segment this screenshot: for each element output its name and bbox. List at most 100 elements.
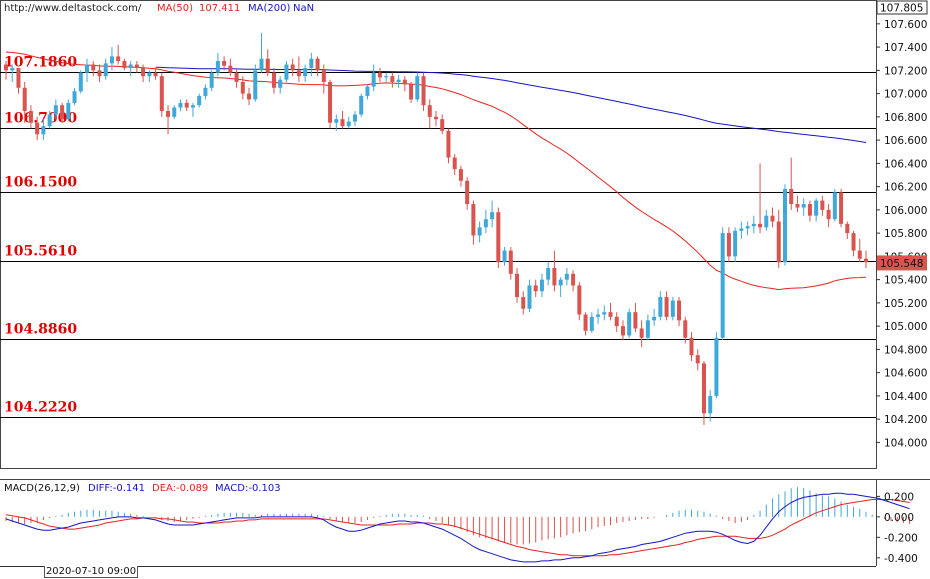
candle-body <box>240 81 245 94</box>
candle-body <box>440 119 445 131</box>
candle-body <box>321 70 326 82</box>
candle-body <box>53 105 58 115</box>
candle-body <box>228 65 233 73</box>
top-price-box <box>876 0 928 15</box>
price-tick-label: 106.200 <box>884 182 927 194</box>
candle-body <box>41 126 46 135</box>
candle-body <box>446 130 451 158</box>
candle-body <box>814 200 819 216</box>
ma50-value: 107.411 <box>199 3 241 14</box>
candle-body <box>328 81 333 123</box>
candle-body <box>465 180 470 205</box>
candle-body <box>303 68 308 77</box>
candle-body <box>770 215 775 222</box>
candle-body <box>515 273 520 298</box>
candle-body <box>315 58 320 71</box>
price-tick-label: 107.400 <box>884 42 927 54</box>
candle-body <box>801 204 806 208</box>
candle-body <box>234 72 239 82</box>
current-price-label: 105.548 <box>880 258 923 270</box>
candle-body <box>782 188 787 263</box>
candle-body <box>259 58 264 71</box>
candle-body <box>284 64 289 80</box>
candle-body <box>564 273 569 280</box>
candle-body <box>278 79 283 88</box>
macd-diff: DIFF:-0.141 <box>88 483 145 494</box>
candle-body <box>166 111 171 117</box>
level-label: 107.1860 <box>4 55 77 71</box>
candle-body <box>47 114 52 127</box>
price-tick-label: 106.800 <box>884 112 927 124</box>
candle-body <box>116 56 121 62</box>
candle-body <box>664 297 669 317</box>
candle-body <box>739 228 744 231</box>
macd-tick-label: -0.400 <box>884 553 918 565</box>
candle-body <box>726 233 731 257</box>
candle-body <box>583 314 588 331</box>
candle-body <box>758 223 763 228</box>
candle-body <box>22 87 27 112</box>
candle-body <box>128 64 133 69</box>
candle-body <box>645 320 650 338</box>
candle-body <box>28 111 33 123</box>
candle-body <box>334 119 339 123</box>
candle-body <box>633 312 638 329</box>
candle-body <box>596 314 601 317</box>
candle-body <box>670 300 675 317</box>
candle-body <box>764 215 769 228</box>
price-tick-label: 104.800 <box>884 344 927 356</box>
candle-body <box>864 258 868 263</box>
candle-body <box>639 328 644 338</box>
candle-body <box>247 93 252 100</box>
ma50-label: MA(50) <box>157 3 193 14</box>
price-tick-label: 105.400 <box>884 275 927 287</box>
macd-tick-label: -0.200 <box>884 532 918 544</box>
macd-dea-line <box>5 499 910 557</box>
current-price-box <box>877 255 927 271</box>
candle-body <box>533 285 538 292</box>
macd-tick-label: 0.200 <box>884 491 914 503</box>
candle-body <box>290 64 295 71</box>
candle-body <box>714 337 719 396</box>
candle-body <box>72 91 77 103</box>
candle-body <box>371 72 376 87</box>
candle-body <box>253 70 258 100</box>
candle-body <box>620 326 625 336</box>
candle-body <box>851 233 856 251</box>
candle-body <box>552 268 557 286</box>
candle-body <box>134 64 139 69</box>
candle-body <box>521 297 526 309</box>
level-label: 105.5610 <box>4 244 77 260</box>
price-tick-label: 105.800 <box>884 228 927 240</box>
candle-body <box>427 105 432 117</box>
candle-body <box>458 169 463 181</box>
candle-body <box>159 76 164 112</box>
candle-body <box>483 219 488 228</box>
level-label: 106.7000 <box>4 111 77 127</box>
candle-body <box>109 56 114 64</box>
candle-body <box>85 64 90 73</box>
candle-body <box>78 72 83 92</box>
candle-body <box>271 72 276 88</box>
candle-body <box>683 320 688 338</box>
candle-body <box>359 95 364 115</box>
candle-body <box>452 157 457 170</box>
candle-body <box>546 268 551 280</box>
macd-tick-label: 0.000 <box>884 512 914 524</box>
level-label: 104.8860 <box>4 322 77 338</box>
candle-body <box>60 105 65 120</box>
candle-body <box>352 114 357 122</box>
price-tick-label: 107.600 <box>884 19 927 31</box>
candle-body <box>4 64 8 71</box>
candle-body <box>708 395 713 414</box>
candle-body <box>409 84 414 100</box>
site-url: http://www.deltastock.com/ <box>4 3 142 14</box>
candle-body <box>776 221 781 263</box>
candle-body <box>658 297 663 317</box>
candle-body <box>415 76 420 100</box>
candle-body <box>751 223 756 227</box>
level-label: 104.2220 <box>4 400 77 416</box>
candle-body <box>178 102 183 108</box>
candle-body <box>745 226 750 229</box>
candle-body <box>589 316 594 331</box>
